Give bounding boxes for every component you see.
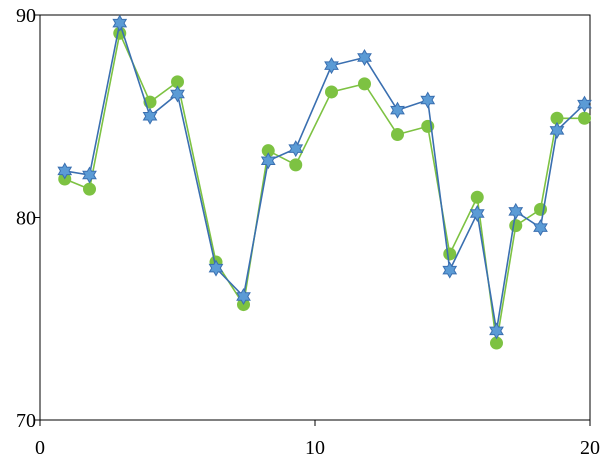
series-2 [57, 14, 592, 340]
data-point [358, 77, 371, 91]
data-point [470, 190, 484, 204]
data-point [391, 127, 404, 141]
data-point [489, 322, 504, 340]
data-point [577, 95, 592, 113]
x-tick-label: 0 [35, 437, 45, 459]
y-tick-label: 80 [16, 208, 36, 230]
data-point [550, 111, 564, 125]
data-point [509, 219, 523, 233]
data-point [390, 101, 405, 119]
series-layer [57, 14, 592, 350]
data-point [469, 204, 485, 222]
data-point [288, 140, 304, 158]
data-point [82, 166, 97, 184]
axes [34, 14, 591, 426]
data-point [260, 152, 276, 170]
data-point [208, 259, 224, 277]
y-tick-label: 90 [16, 5, 36, 27]
data-point [83, 182, 96, 196]
series-1 [58, 26, 591, 350]
data-point [170, 85, 185, 103]
data-point [420, 91, 436, 109]
data-point [442, 261, 458, 279]
data-point [171, 75, 184, 89]
y-tick-label: 70 [16, 410, 36, 432]
data-point [578, 111, 591, 125]
data-point [325, 85, 338, 99]
x-tick-label: 10 [305, 437, 325, 459]
data-point [289, 158, 303, 172]
data-point [533, 219, 548, 237]
data-point [142, 107, 158, 125]
data-point [549, 121, 565, 139]
tick-labels: 0 10 20 70 80 90 [16, 5, 600, 459]
data-point [508, 202, 524, 220]
data-point [490, 336, 503, 350]
plot-frame [39, 14, 591, 421]
data-point [357, 49, 372, 67]
data-point [236, 287, 251, 305]
data-point [112, 14, 128, 32]
data-point [324, 57, 339, 75]
data-point [57, 162, 73, 180]
data-point [443, 247, 457, 261]
x-tick-label: 20 [580, 437, 600, 459]
data-point [261, 144, 275, 158]
